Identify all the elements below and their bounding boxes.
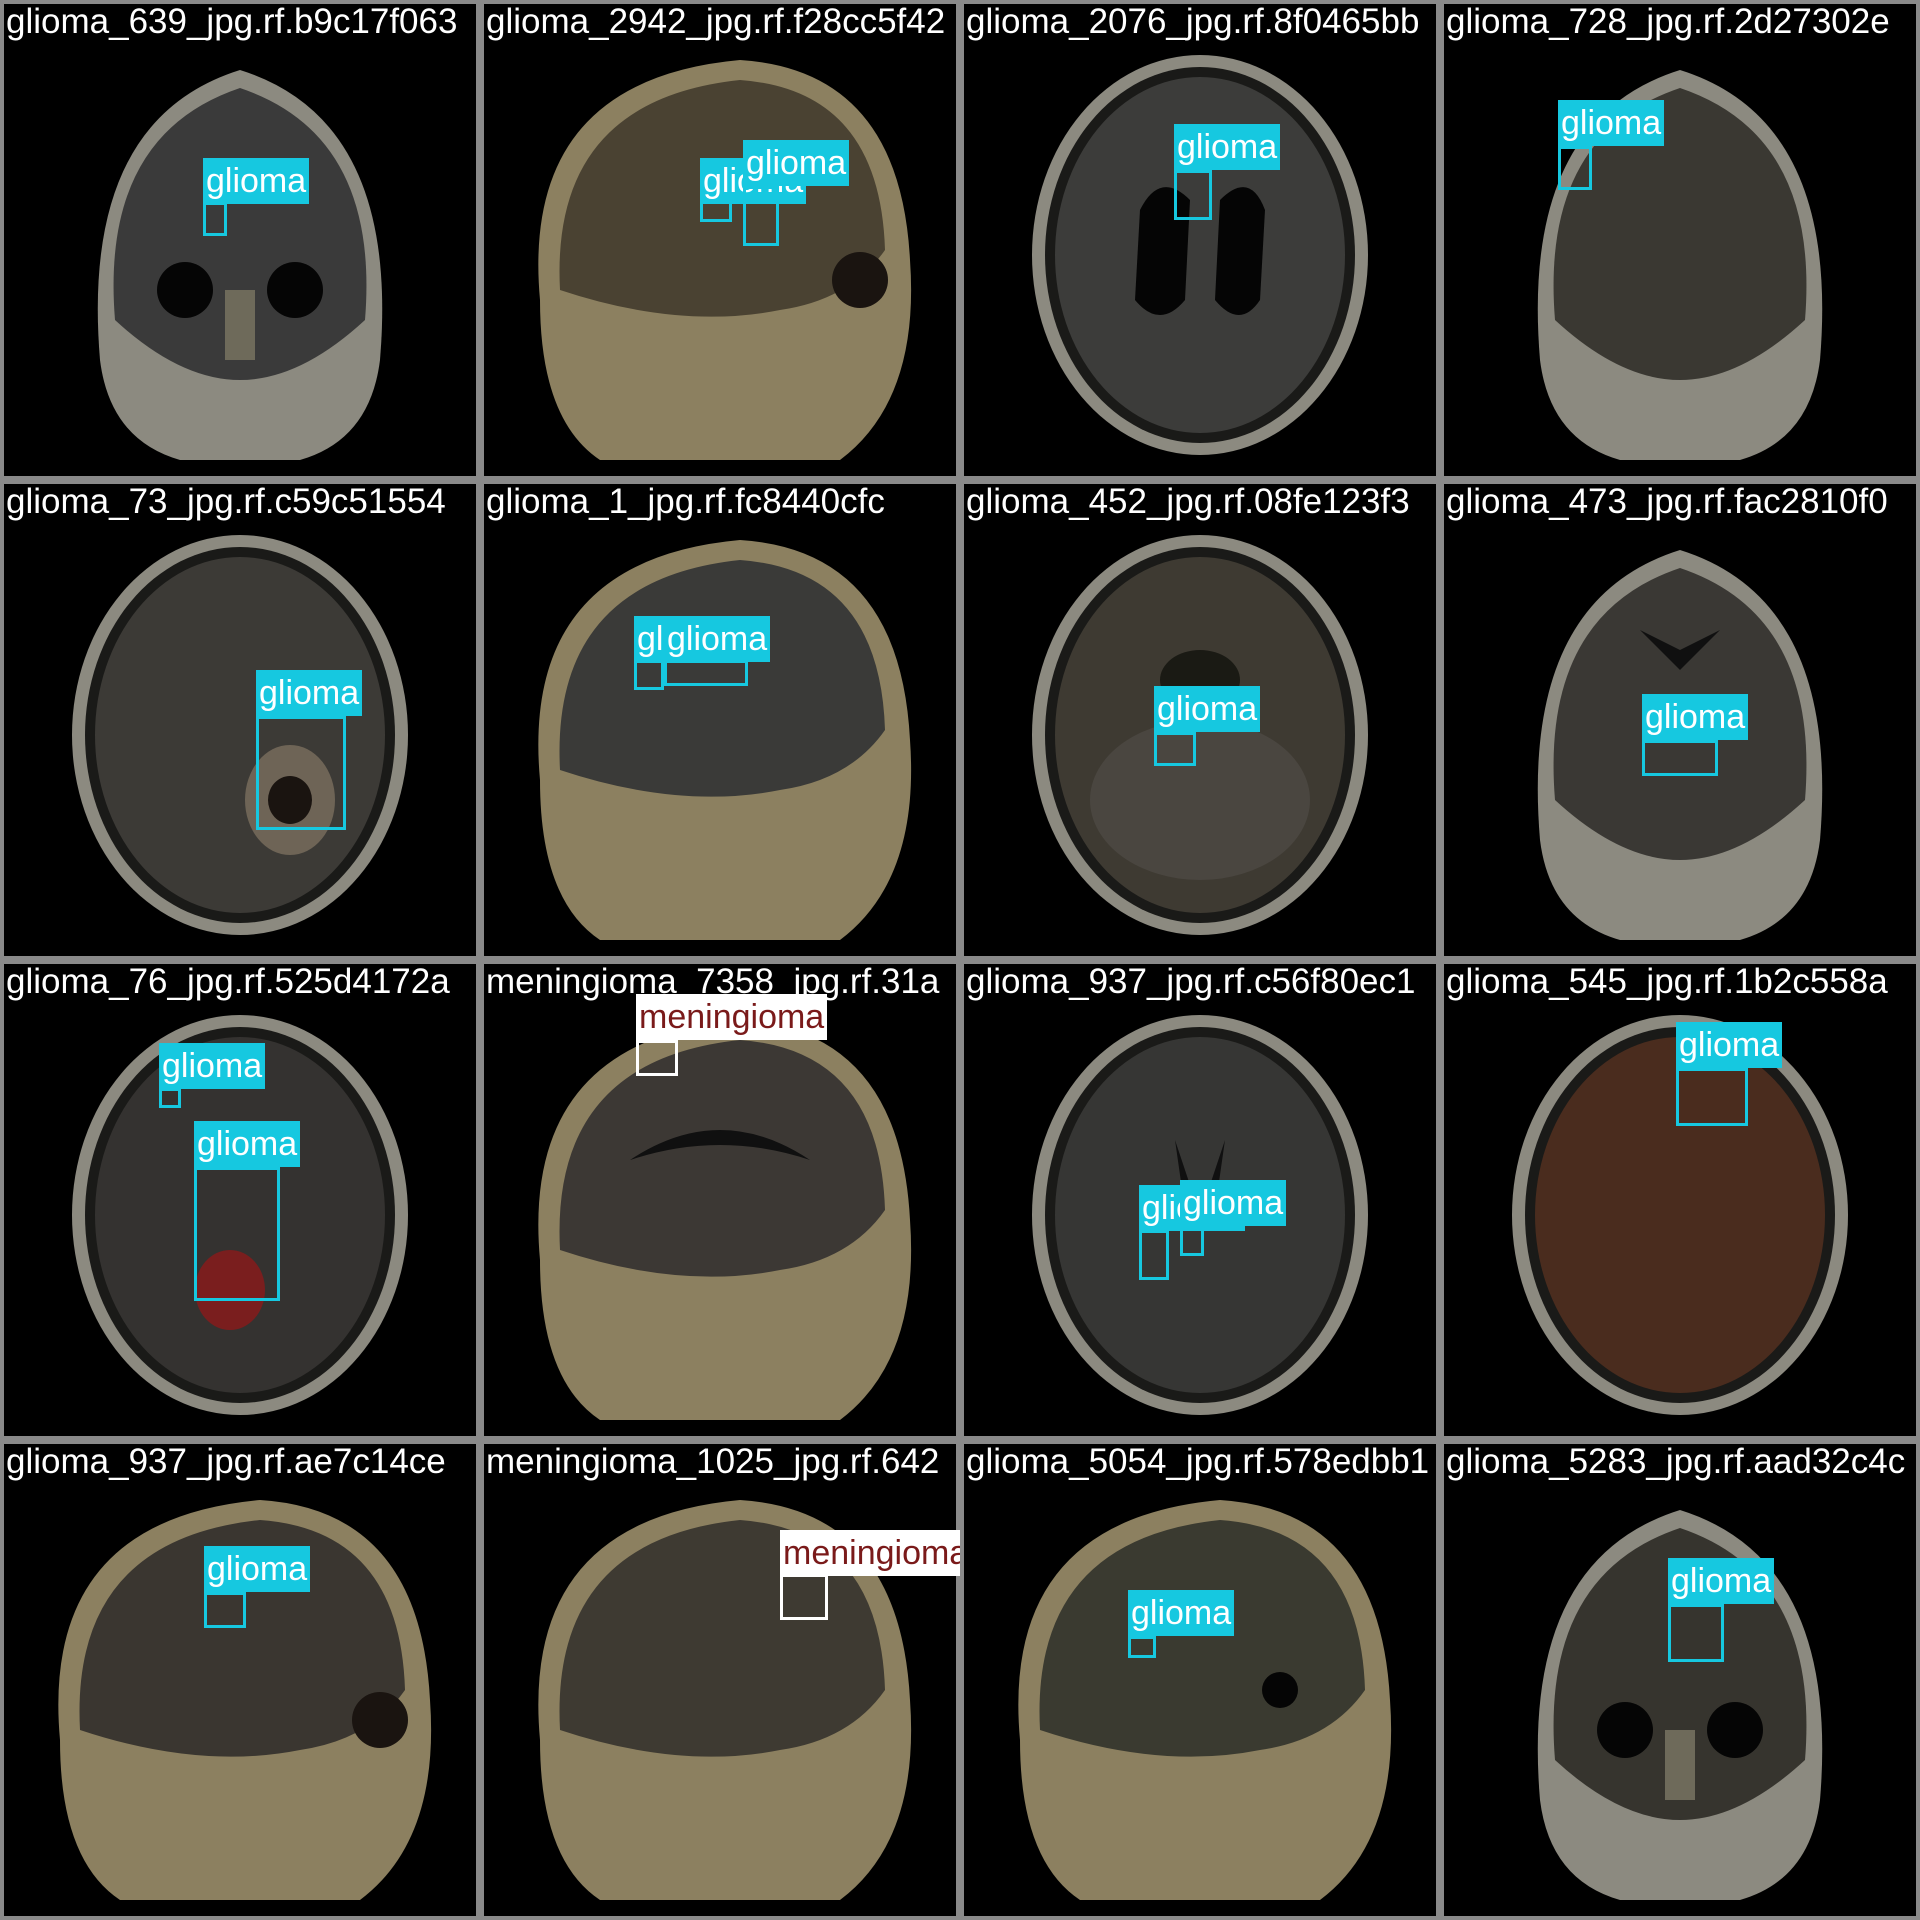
detection-label: meningioma	[780, 1530, 960, 1576]
detection-label: glioma	[159, 1043, 266, 1089]
scan-tile: glioma glioma_5054_jpg.rf.578edbb1	[960, 1440, 1440, 1920]
detection-label: glioma	[204, 1546, 311, 1592]
mri-scan	[97, 70, 383, 460]
tile-caption: glioma_937_jpg.rf.ae7c14ce	[6, 1442, 446, 1481]
detection-box	[636, 1040, 678, 1076]
tile-caption: meningioma_7358_jpg.rf.31a	[486, 962, 940, 1001]
tile-caption: glioma_937_jpg.rf.c56f80ec1	[966, 962, 1416, 1001]
detection-box	[634, 660, 664, 690]
scan-tile: glioma glioma glioma_76_jpg.rf.525d4172a	[0, 960, 480, 1440]
detection-box	[1180, 1226, 1204, 1256]
detection-label: meningioma	[636, 994, 828, 1040]
tile-caption: glioma_545_jpg.rf.1b2c558a	[1446, 962, 1888, 1001]
detection-box	[256, 716, 346, 830]
detection-box	[1174, 170, 1212, 220]
tile-caption: glioma_728_jpg.rf.2d27302e	[1446, 2, 1890, 41]
scan-tile: glioma glioma_5283_jpg.rf.aad32c4c	[1440, 1440, 1920, 1920]
detection-label: glioma	[1154, 686, 1261, 732]
tile-caption: glioma_5283_jpg.rf.aad32c4c	[1446, 1442, 1906, 1481]
detection-label: glioma	[1174, 124, 1281, 170]
detection-box	[204, 1592, 246, 1628]
mri-scan	[1018, 1500, 1392, 1900]
detection-box	[1558, 146, 1592, 190]
mri-scan	[538, 1500, 912, 1900]
detection-label: glioma	[1128, 1590, 1235, 1636]
tile-caption: glioma_2942_jpg.rf.f28cc5f42	[486, 2, 946, 41]
scan-tile: glioma glioma_937_jpg.rf.ae7c14ce	[0, 1440, 480, 1920]
detection-box	[1668, 1604, 1724, 1662]
detection-box	[1676, 1068, 1748, 1126]
detection-box	[194, 1167, 280, 1301]
detection-box	[1139, 1230, 1169, 1280]
scan-tile: glioma glioma_473_jpg.rf.fac2810f0	[1440, 480, 1920, 960]
detection-box	[1642, 740, 1718, 776]
detection-label: glioma	[256, 670, 363, 716]
detection-box	[1154, 732, 1196, 766]
scan-tile: glioma glioma_545_jpg.rf.1b2c558a	[1440, 960, 1920, 1440]
tile-caption: glioma_452_jpg.rf.08fe123f3	[966, 482, 1410, 521]
mri-scan	[538, 540, 912, 940]
detection-label: glioma	[1642, 694, 1749, 740]
tile-caption: glioma_639_jpg.rf.b9c17f063	[6, 2, 458, 41]
scan-tile: glioma glioma_728_jpg.rf.2d27302e	[1440, 0, 1920, 480]
tile-caption: glioma_1_jpg.rf.fc8440cfc	[486, 482, 885, 521]
detection-label: glioma	[1558, 100, 1665, 146]
tile-caption: glioma_76_jpg.rf.525d4172a	[6, 962, 450, 1001]
scan-tile: glioma glioma_2076_jpg.rf.8f0465bb	[960, 0, 1440, 480]
mri-scan	[538, 60, 912, 460]
detection-box	[743, 186, 779, 246]
detection-box	[159, 1088, 181, 1108]
detection-box	[664, 660, 748, 686]
mri-scan	[58, 1500, 432, 1900]
detection-label: glioma	[1676, 1022, 1783, 1068]
mri-scan	[72, 1015, 408, 1415]
detection-label: glioma	[1668, 1558, 1775, 1604]
mri-scan	[1537, 70, 1823, 460]
tile-caption: glioma_5054_jpg.rf.578edbb1	[966, 1442, 1430, 1481]
detection-box	[1128, 1636, 1156, 1658]
mri-scan	[1537, 1510, 1823, 1900]
detection-label: glioma	[1180, 1180, 1287, 1226]
detection-label: glioma	[203, 158, 310, 204]
detection-label: glioma	[743, 140, 850, 186]
detection-box	[780, 1574, 828, 1620]
scan-tile: meningioma meningioma_1025_jpg.rf.642	[480, 1440, 960, 1920]
scan-tile: glioma glioma_639_jpg.rf.b9c17f063	[0, 0, 480, 480]
scan-tile: glioma glioma_452_jpg.rf.08fe123f3	[960, 480, 1440, 960]
mri-scan	[72, 535, 408, 935]
scan-tile: meningioma meningioma_7358_jpg.rf.31a	[480, 960, 960, 1440]
tile-caption: glioma_473_jpg.rf.fac2810f0	[1446, 482, 1888, 521]
detection-label: glioma	[664, 616, 771, 662]
mri-scan	[1512, 1015, 1848, 1415]
tile-caption: meningioma_1025_jpg.rf.642	[486, 1442, 940, 1481]
mri-scan	[1032, 535, 1368, 935]
detection-label: glioma	[194, 1121, 301, 1167]
mri-scan	[1032, 55, 1368, 455]
detection-box	[203, 202, 227, 236]
mri-scan	[538, 1020, 912, 1420]
scan-tile: glioma glioma_73_jpg.rf.c59c51554	[0, 480, 480, 960]
tile-caption: glioma_2076_jpg.rf.8f0465bb	[966, 2, 1420, 41]
tile-caption: glioma_73_jpg.rf.c59c51554	[6, 482, 446, 521]
